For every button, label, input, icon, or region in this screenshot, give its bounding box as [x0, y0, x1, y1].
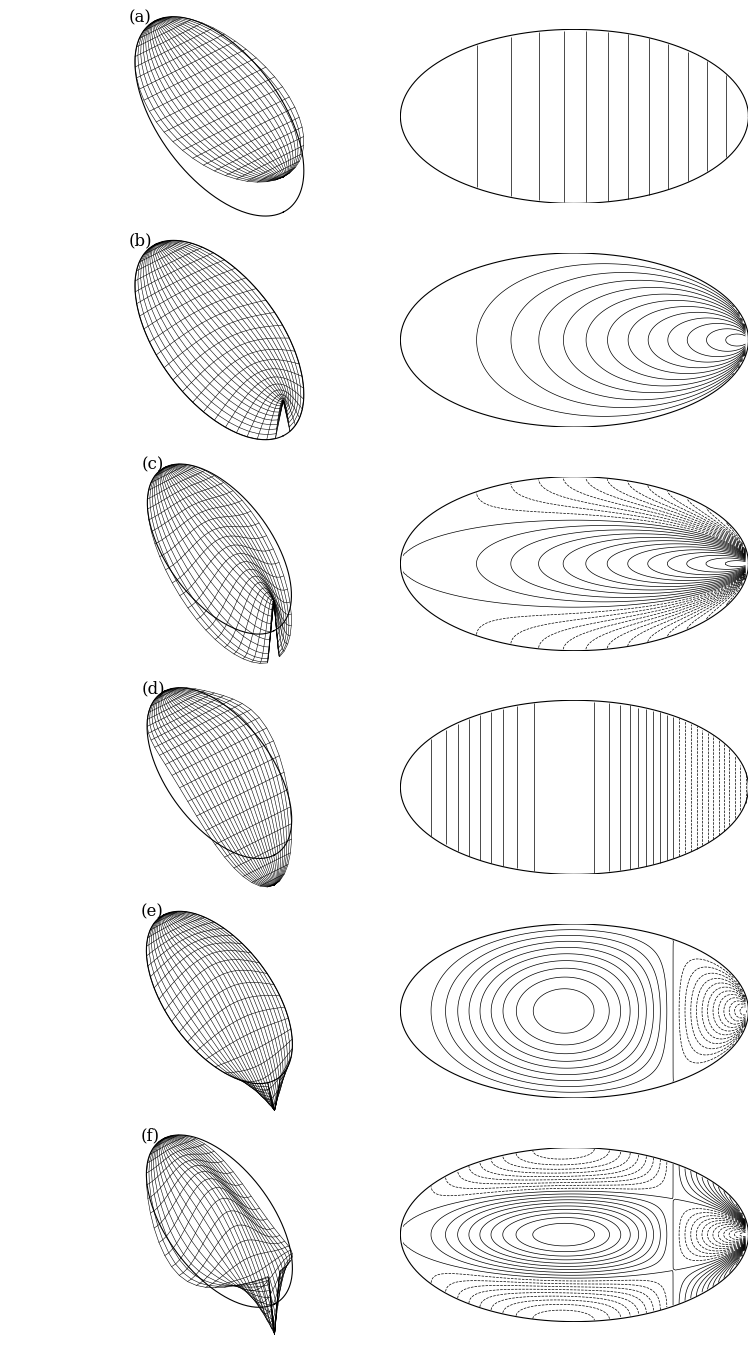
Text: (d): (d)	[141, 680, 165, 697]
Text: (b): (b)	[129, 232, 152, 250]
Text: (c): (c)	[141, 457, 164, 473]
Text: (e): (e)	[141, 904, 163, 920]
Text: (f): (f)	[141, 1127, 160, 1144]
Text: (a): (a)	[129, 9, 151, 26]
